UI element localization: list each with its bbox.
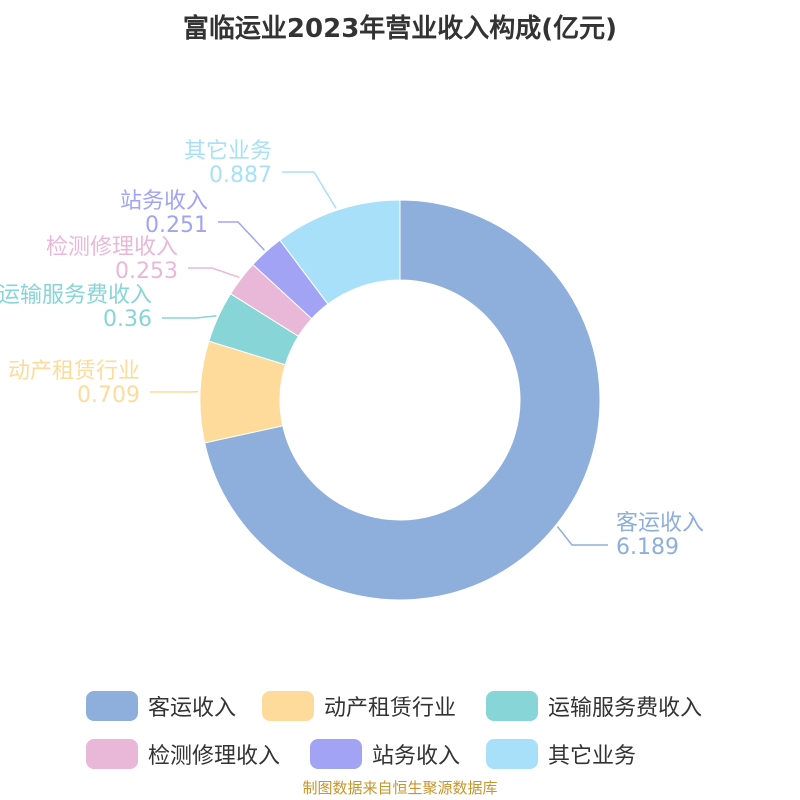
slice-label-0: 客运收入 bbox=[616, 511, 704, 536]
legend-item-2[interactable]: 运输服务费收入 bbox=[486, 686, 702, 726]
legend-label-0: 客运收入 bbox=[148, 696, 237, 721]
slice-label-5: 其它业务 bbox=[184, 139, 272, 164]
leader-line-3 bbox=[188, 267, 240, 279]
legend-swatch-1 bbox=[262, 691, 314, 721]
slice-label-2: 运输服务费收入 bbox=[0, 283, 152, 308]
legend-item-1[interactable]: 动产租赁行业 bbox=[262, 686, 456, 726]
leader-line-0 bbox=[556, 526, 608, 546]
slice-value-1: 0.709 bbox=[77, 383, 140, 408]
legend-swatch-3 bbox=[86, 739, 138, 769]
source-note: 制图数据来自恒生聚源数据库 bbox=[302, 779, 498, 797]
slice-value-2: 0.36 bbox=[103, 307, 152, 332]
legend-item-5[interactable]: 其它业务 bbox=[486, 734, 636, 774]
legend-swatch-0 bbox=[86, 691, 138, 721]
chart-title: 富临运业2023年营业收入构成(亿元) bbox=[182, 14, 618, 44]
leader-line-5 bbox=[282, 171, 337, 209]
leader-line-4 bbox=[218, 221, 266, 251]
legend-label-3: 检测修理收入 bbox=[148, 744, 281, 769]
legend-swatch-2 bbox=[486, 691, 538, 721]
legend-item-0[interactable]: 客运收入 bbox=[86, 686, 236, 726]
legend-label-2: 运输服务费收入 bbox=[548, 696, 703, 721]
slice-value-0: 6.189 bbox=[616, 535, 679, 560]
legend-label-4: 站务收入 bbox=[372, 744, 461, 769]
legend-label-5: 其它业务 bbox=[548, 744, 637, 769]
legend-swatch-5 bbox=[486, 739, 538, 769]
leader-line-2 bbox=[162, 315, 217, 319]
legend-swatch-4 bbox=[310, 739, 362, 769]
slice-value-4: 0.251 bbox=[145, 213, 208, 238]
donut-slice-5[interactable] bbox=[279, 199, 401, 305]
slice-label-1: 动产租赁行业 bbox=[8, 359, 140, 384]
slice-value-3: 0.253 bbox=[115, 259, 178, 284]
legend-label-1: 动产租赁行业 bbox=[324, 696, 457, 721]
legend-item-4[interactable]: 站务收入 bbox=[310, 734, 460, 774]
legend-item-3[interactable]: 检测修理收入 bbox=[86, 734, 280, 774]
slice-label-3: 检测修理收入 bbox=[46, 235, 178, 260]
slice-value-5: 0.887 bbox=[209, 163, 272, 188]
slice-label-4: 站务收入 bbox=[120, 189, 208, 214]
donut-slice-0[interactable] bbox=[204, 199, 601, 601]
